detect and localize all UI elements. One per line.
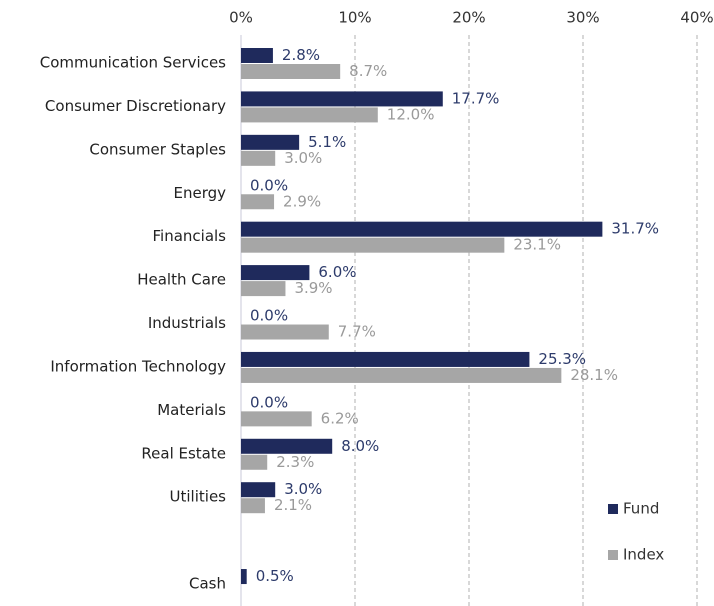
legend-swatch — [608, 550, 618, 560]
bar — [241, 351, 530, 367]
bar — [241, 281, 286, 297]
bar — [241, 64, 341, 79]
x-tick-label: 10% — [338, 9, 371, 27]
bar — [241, 411, 312, 427]
bar — [241, 150, 276, 166]
value-label: 17.7% — [452, 89, 500, 107]
x-tick-label: 0% — [229, 9, 253, 27]
value-label: 23.1% — [513, 236, 561, 254]
bar — [241, 454, 268, 470]
legend-label: Index — [623, 546, 664, 564]
category-label: Health Care — [137, 271, 226, 289]
value-label: 8.7% — [349, 62, 387, 80]
value-label: 6.0% — [318, 263, 356, 281]
category-label: Cash — [189, 575, 226, 593]
bar — [241, 498, 265, 514]
value-label: 31.7% — [611, 220, 659, 238]
value-label: 0.5% — [256, 567, 294, 585]
x-tick-label: 20% — [452, 9, 485, 27]
category-label: Industrials — [148, 314, 226, 332]
value-label: 2.9% — [283, 192, 321, 210]
value-label: 2.3% — [276, 453, 314, 471]
value-label: 28.1% — [570, 366, 618, 384]
value-label: 0.0% — [250, 393, 288, 411]
value-label: 7.7% — [338, 323, 376, 341]
value-label: 0.0% — [250, 307, 288, 325]
bar — [241, 194, 275, 210]
bar — [241, 221, 603, 237]
category-label: Utilities — [170, 488, 227, 506]
value-label: 2.8% — [282, 46, 320, 64]
x-tick-label: 40% — [680, 9, 713, 27]
bar — [241, 237, 505, 253]
value-label: 2.1% — [274, 496, 312, 514]
x-tick-label: 30% — [566, 9, 599, 27]
value-label: 8.0% — [341, 437, 379, 455]
category-label: Real Estate — [141, 444, 226, 462]
legend-label: Fund — [623, 500, 659, 518]
value-label: 25.3% — [538, 350, 586, 368]
value-label: 6.2% — [321, 409, 359, 427]
category-label: Consumer Discretionary — [45, 97, 226, 115]
bar — [241, 107, 378, 123]
bar — [241, 134, 300, 150]
value-label: 12.0% — [387, 105, 435, 123]
value-label: 5.1% — [308, 133, 346, 151]
value-label: 3.9% — [294, 279, 332, 297]
bar — [241, 367, 562, 383]
category-label: Materials — [157, 401, 226, 419]
bar — [241, 48, 273, 63]
category-label: Financials — [153, 227, 227, 245]
category-label: Consumer Staples — [89, 140, 226, 158]
category-label: Energy — [173, 184, 226, 202]
category-label: Communication Services — [40, 54, 226, 72]
value-label: 3.0% — [284, 480, 322, 498]
bar — [241, 569, 247, 585]
legend-swatch — [608, 504, 618, 514]
bar — [241, 324, 329, 340]
bar — [241, 482, 276, 498]
bar — [241, 438, 333, 454]
category-label: Information Technology — [50, 357, 226, 375]
value-label: 0.0% — [250, 176, 288, 194]
value-label: 3.0% — [284, 149, 322, 167]
bar — [241, 91, 443, 107]
bar — [241, 265, 310, 281]
